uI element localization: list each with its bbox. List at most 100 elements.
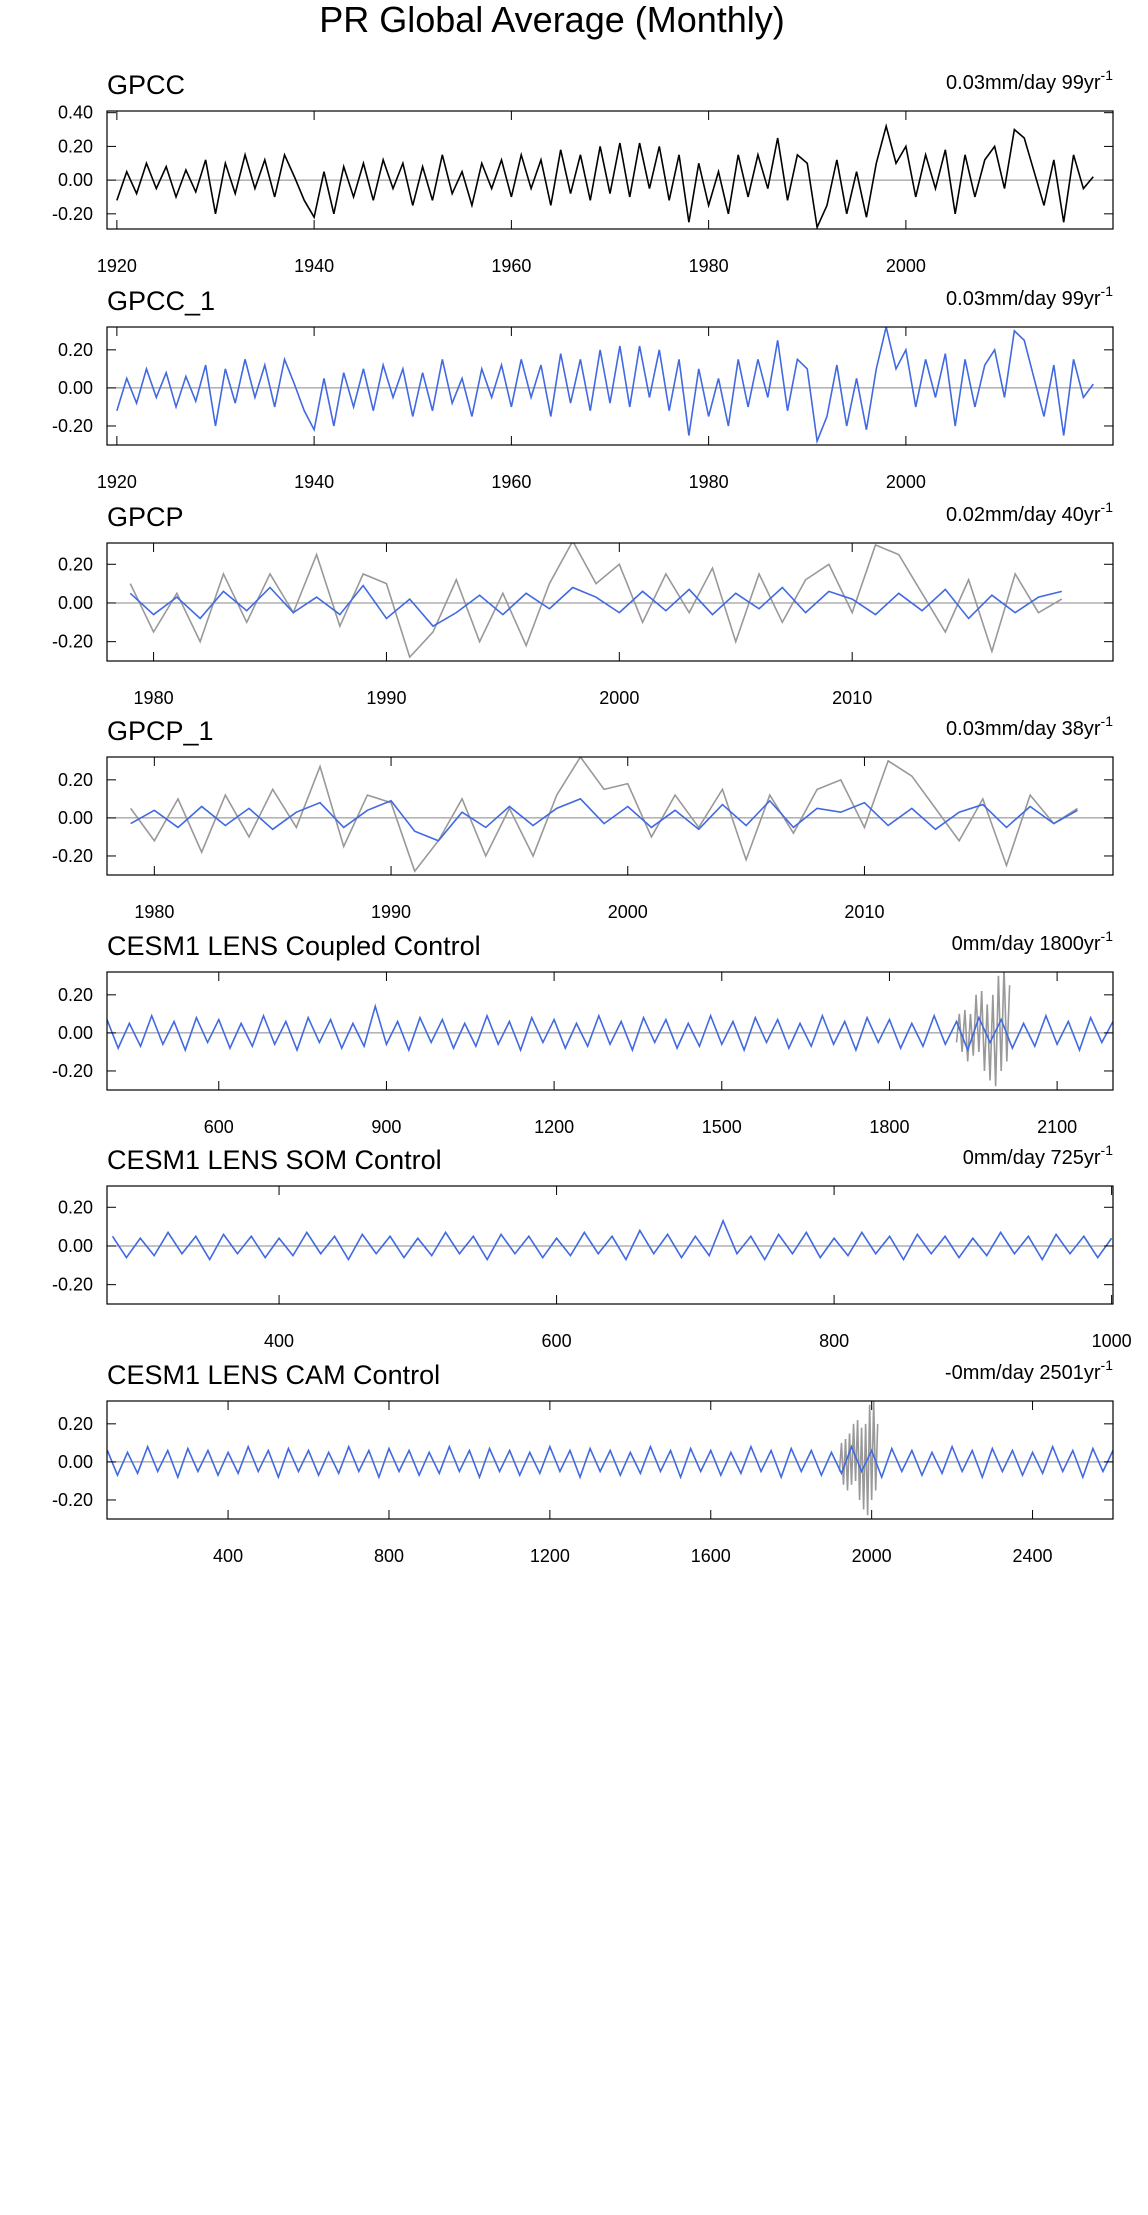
annotation-text: 0mm/day 1800yr [952, 933, 1101, 955]
y-tick-label: -0.20 [52, 204, 93, 224]
plot-frame [106, 756, 1114, 876]
annotation-sup: -1 [1101, 1142, 1114, 1158]
x-tick-label: 1920 [97, 256, 137, 276]
x-tick-label: 1200 [530, 1546, 570, 1566]
y-tick-label: 0.00 [58, 808, 93, 828]
x-tick-label: 900 [371, 1117, 401, 1137]
panel: GPCC_1 0.03mm/day 99yr-1 -0.20 0.00 0.20 1920… [52, 283, 1114, 492]
plot-frame [106, 971, 1114, 1091]
annotation-text: 0.03mm/day 99yr [946, 72, 1101, 94]
series-line [130, 797, 1078, 842]
x-tick-label: 1800 [869, 1117, 909, 1137]
series-line [129, 543, 1063, 659]
annotation-text: 0mm/day 725yr [963, 1147, 1101, 1169]
y-tick-label: 0.20 [58, 340, 93, 360]
panel-title: CESM1 LENS CAM Control [107, 1360, 440, 1390]
annotation-sup: -1 [1101, 928, 1114, 944]
x-tick-label: 400 [213, 1546, 243, 1566]
series-line [955, 972, 1011, 1087]
x-tick-label: 1500 [702, 1117, 742, 1137]
x-tick-label: 800 [819, 1331, 849, 1351]
y-tick-label: 0.00 [58, 378, 93, 398]
annotation: 0.03mm/day 99yr-1 [946, 283, 1113, 310]
x-tick-label: 1000 [1092, 1331, 1132, 1351]
panel: GPCP 0.02mm/day 40yr-1 -0.20 0.00 0.20 1980 19… [52, 499, 1114, 708]
x-tick-label: 600 [204, 1117, 234, 1137]
series-line [116, 327, 1094, 445]
panel: GPCC 0.03mm/day 99yr-1 -0.20 0.00 0.20 0.40 19… [52, 67, 1114, 276]
x-tick-label: 2000 [852, 1546, 892, 1566]
x-tick-label: 1980 [134, 688, 174, 708]
y-tick-label: 0.00 [58, 170, 93, 190]
x-tick-label: 1200 [534, 1117, 574, 1137]
panel-title: GPCC [107, 70, 185, 100]
y-tick-label: -0.20 [52, 1061, 93, 1081]
x-tick-label: 1980 [689, 472, 729, 492]
series-line [107, 1444, 1113, 1480]
x-tick-label: 2000 [886, 472, 926, 492]
panel-title: CESM1 LENS Coupled Control [107, 931, 481, 961]
x-tick-label: 800 [374, 1546, 404, 1566]
annotation: 0.02mm/day 40yr-1 [946, 499, 1113, 526]
x-tick-label: 2010 [844, 902, 884, 922]
panel: GPCP_1 0.03mm/day 38yr-1 -0.20 0.00 0.20 1980… [52, 713, 1114, 922]
plot-frame [106, 326, 1114, 446]
annotation: 0mm/day 725yr-1 [963, 1142, 1114, 1169]
y-tick-label: 0.40 [58, 103, 93, 123]
x-tick-label: 1920 [97, 472, 137, 492]
panel-title: GPCP_1 [107, 716, 214, 746]
x-tick-label: 2400 [1013, 1546, 1053, 1566]
series-line [130, 757, 1078, 873]
x-tick-label: 600 [542, 1331, 572, 1351]
y-tick-label: -0.20 [52, 1275, 93, 1295]
panel-title: GPCC_1 [107, 286, 215, 316]
annotation-sup: -1 [1101, 713, 1114, 729]
y-tick-label: 0.00 [58, 1236, 93, 1256]
y-tick-label: 0.20 [58, 1197, 93, 1217]
annotation: -0mm/day 2501yr-1 [945, 1357, 1113, 1384]
series-line [129, 584, 1062, 628]
y-tick-label: -0.20 [52, 632, 93, 652]
x-tick-label: 1940 [294, 256, 334, 276]
x-tick-label: 1600 [691, 1546, 731, 1566]
annotation-text: 0.02mm/day 40yr [946, 504, 1101, 526]
x-tick-label: 1960 [491, 472, 531, 492]
plot-frame [106, 110, 1114, 230]
y-tick-label: -0.20 [52, 416, 93, 436]
annotation-sup: -1 [1101, 283, 1114, 299]
plot-frame [106, 1400, 1114, 1520]
x-tick-label: 2100 [1037, 1117, 1077, 1137]
x-tick-label: 2010 [832, 688, 872, 708]
x-tick-label: 2000 [608, 902, 648, 922]
y-tick-label: 0.20 [58, 554, 93, 574]
y-tick-label: -0.20 [52, 846, 93, 866]
panel-title: GPCP [107, 502, 184, 532]
y-tick-label: 0.00 [58, 593, 93, 613]
x-tick-label: 2000 [886, 256, 926, 276]
series-line [116, 123, 1094, 229]
annotation: 0mm/day 1800yr-1 [952, 928, 1114, 955]
panel: CESM1 LENS CAM Control -0mm/day 2501yr-1-… [52, 1357, 1114, 1566]
annotation-sup: -1 [1101, 1357, 1114, 1373]
annotation-text: 0.03mm/day 99yr [946, 288, 1101, 310]
x-tick-label: 1990 [371, 902, 411, 922]
annotation-text: 0.03mm/day 38yr [946, 718, 1101, 740]
series-line [838, 1401, 879, 1516]
x-tick-label: 2000 [599, 688, 639, 708]
panel: CESM1 LENS Coupled Control 0mm/day 1800yr… [52, 928, 1114, 1137]
y-tick-label: -0.20 [52, 1490, 93, 1510]
y-tick-label: 0.00 [58, 1023, 93, 1043]
annotation-sup: -1 [1101, 499, 1114, 515]
x-tick-label: 400 [264, 1331, 294, 1351]
annotation-text: -0mm/day 2501yr [945, 1362, 1101, 1384]
x-tick-label: 1960 [491, 256, 531, 276]
y-tick-label: 0.00 [58, 1452, 93, 1472]
x-tick-label: 1990 [366, 688, 406, 708]
chart-title: PR Global Average (Monthly) [319, 0, 785, 40]
y-tick-label: 0.20 [58, 1414, 93, 1434]
annotation-sup: -1 [1101, 67, 1114, 83]
y-tick-label: 0.20 [58, 985, 93, 1005]
x-tick-label: 1940 [294, 472, 334, 492]
